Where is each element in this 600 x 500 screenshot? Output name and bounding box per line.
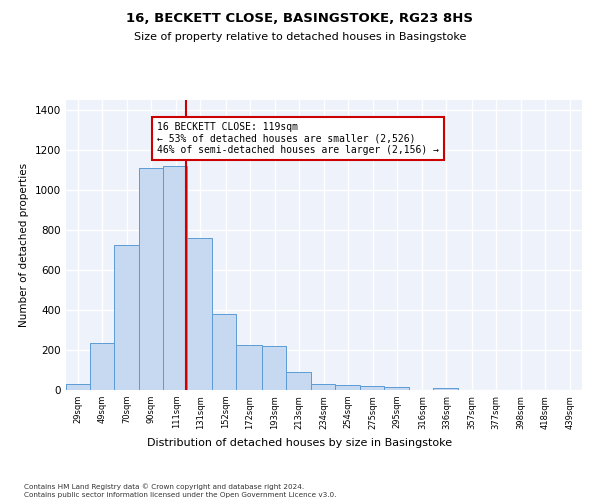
Bar — [262, 346, 286, 390]
Bar — [335, 385, 360, 390]
Bar — [311, 384, 335, 390]
Bar — [212, 314, 236, 390]
Bar — [360, 386, 384, 390]
Bar — [286, 372, 311, 390]
Text: 16 BECKETT CLOSE: 119sqm
← 53% of detached houses are smaller (2,526)
46% of sem: 16 BECKETT CLOSE: 119sqm ← 53% of detach… — [157, 122, 439, 155]
Bar — [114, 245, 139, 390]
Bar — [163, 166, 187, 390]
Bar — [433, 388, 458, 390]
Bar — [66, 384, 90, 390]
Bar — [90, 343, 114, 390]
Bar — [236, 345, 262, 390]
Text: Distribution of detached houses by size in Basingstoke: Distribution of detached houses by size … — [148, 438, 452, 448]
Text: 16, BECKETT CLOSE, BASINGSTOKE, RG23 8HS: 16, BECKETT CLOSE, BASINGSTOKE, RG23 8HS — [127, 12, 473, 26]
Y-axis label: Number of detached properties: Number of detached properties — [19, 163, 29, 327]
Text: Contains HM Land Registry data © Crown copyright and database right 2024.
Contai: Contains HM Land Registry data © Crown c… — [24, 484, 337, 498]
Bar — [187, 238, 212, 390]
Text: Size of property relative to detached houses in Basingstoke: Size of property relative to detached ho… — [134, 32, 466, 42]
Bar — [384, 387, 409, 390]
Bar — [139, 168, 163, 390]
